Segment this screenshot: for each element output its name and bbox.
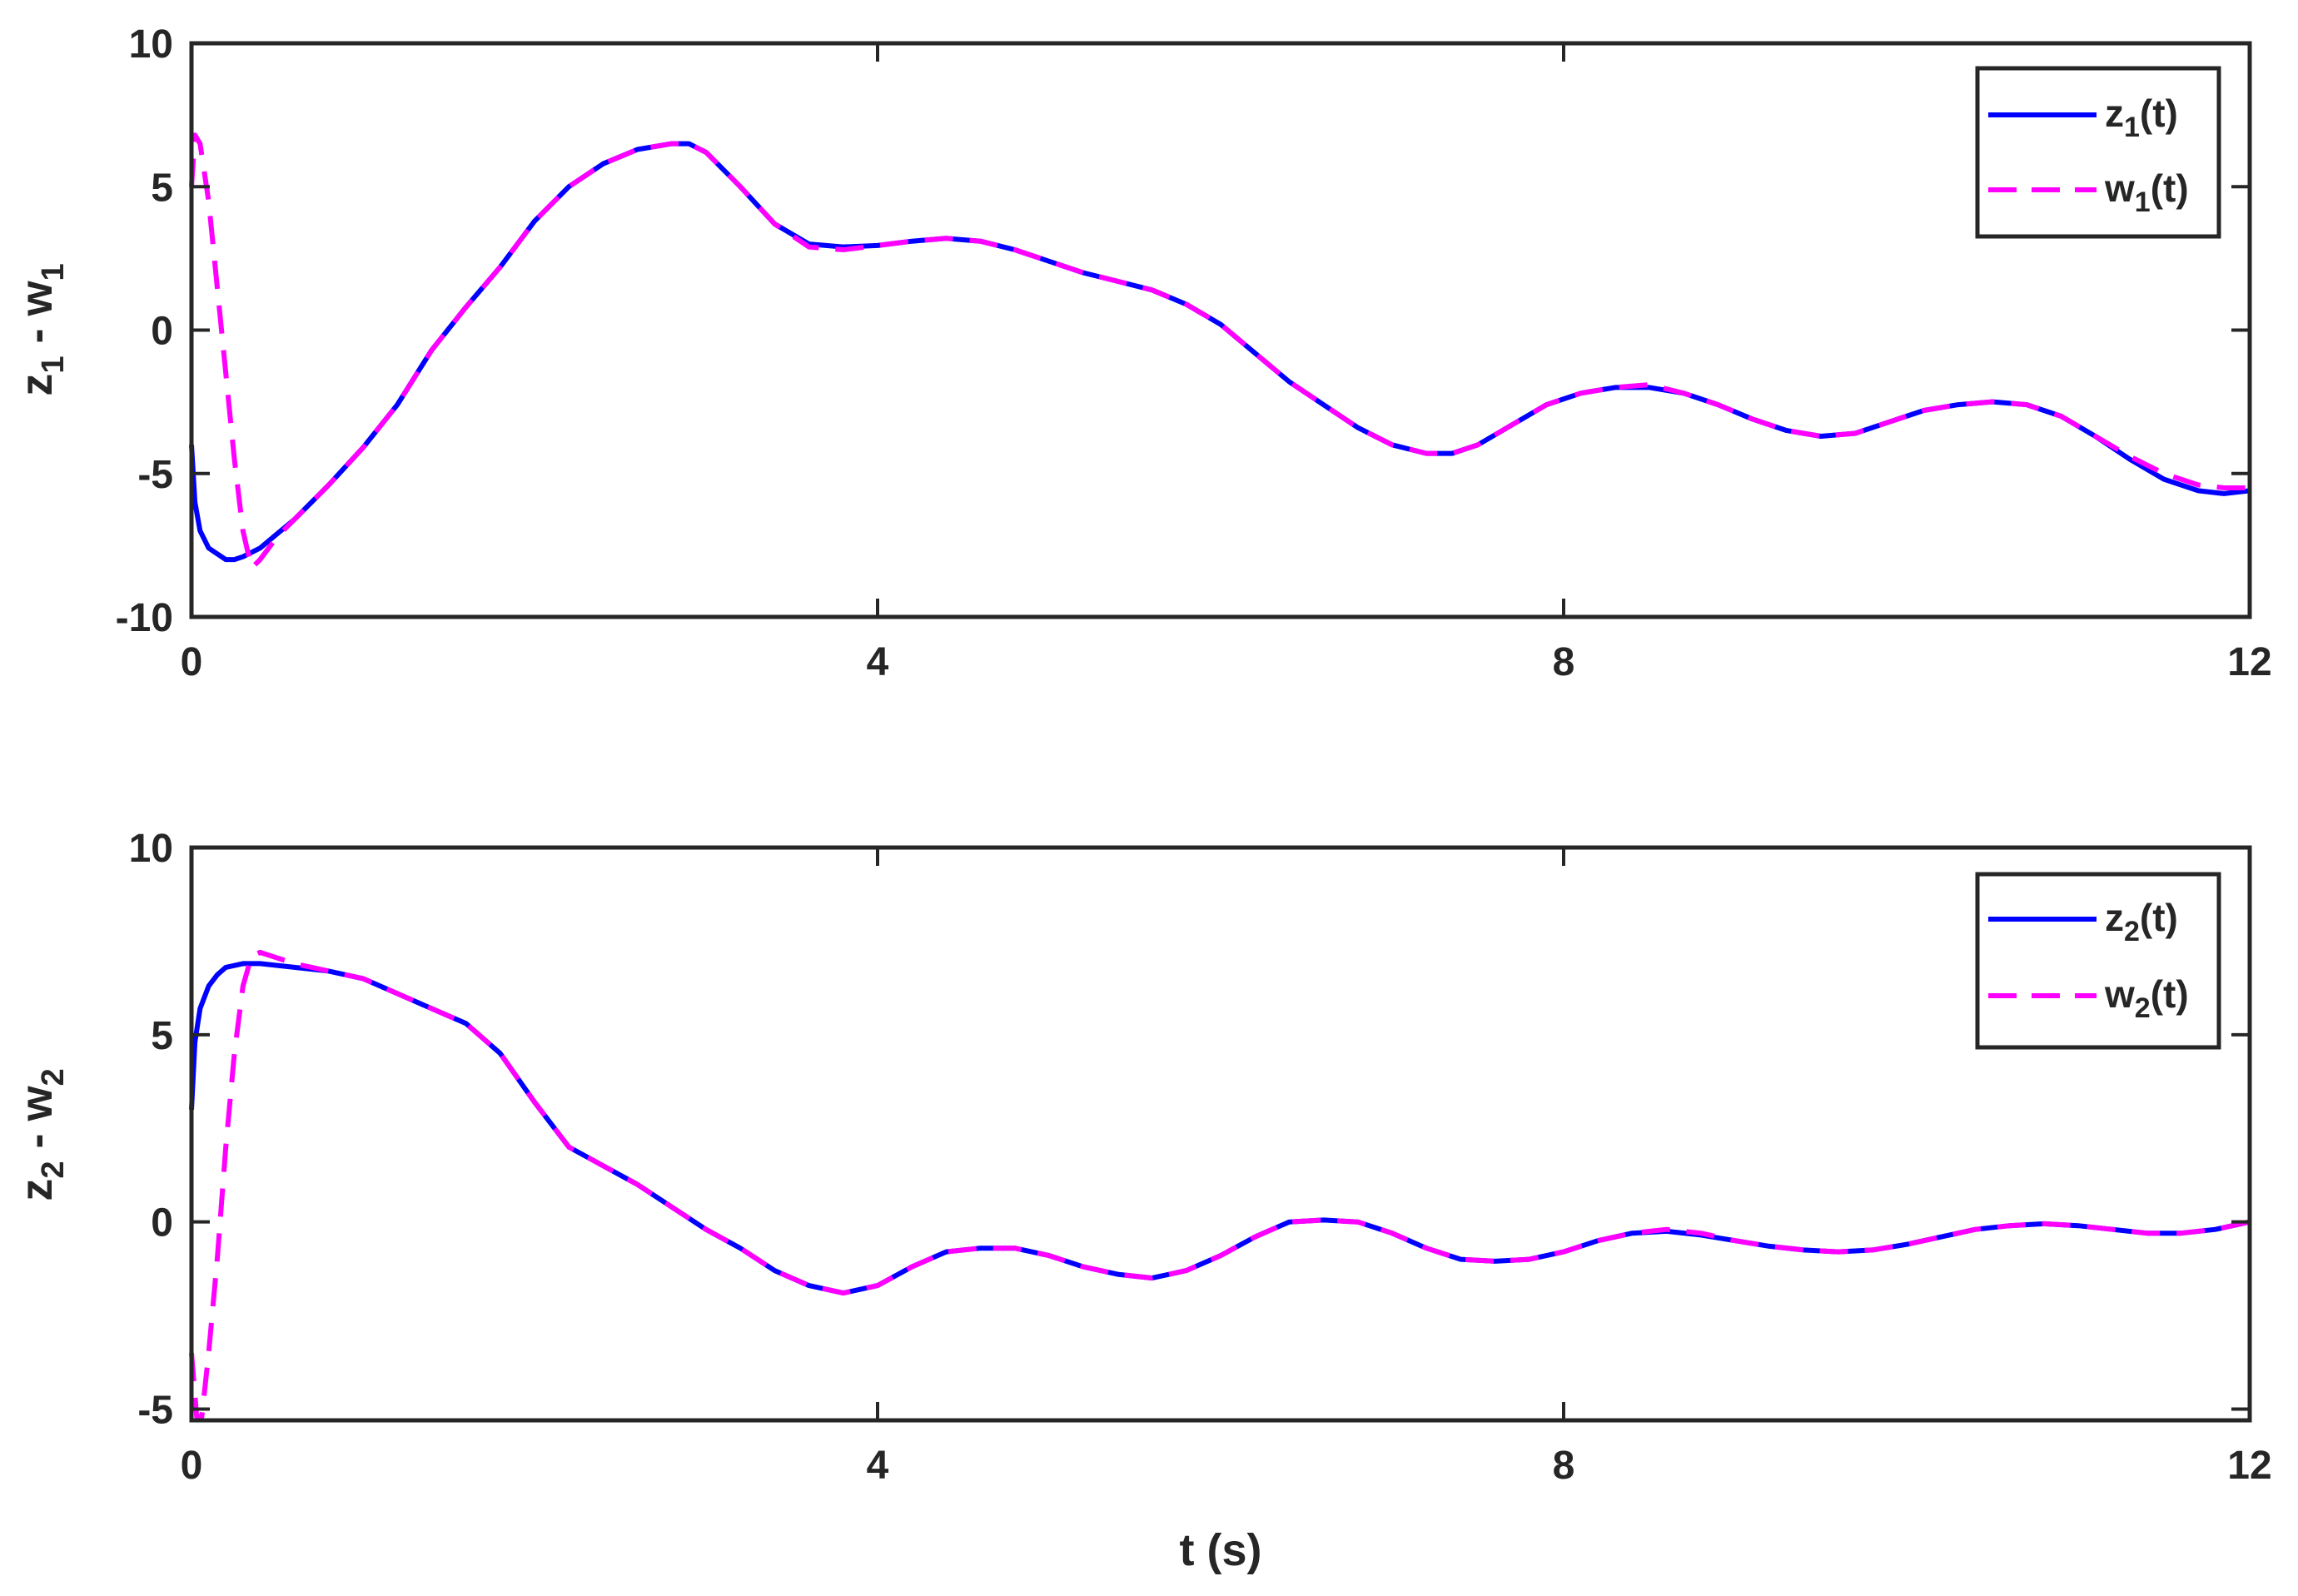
subplot-2-series-w2-line — [189, 949, 2251, 1419]
subplot-1-series-w1-line — [189, 132, 2250, 571]
subplot-1-ytick-label: -10 — [116, 596, 173, 640]
subplot-1-series — [189, 132, 2251, 571]
subplot-2-legend-w-label: w2(t) — [2104, 972, 2189, 1024]
shared-xlabel: t (s) — [1180, 1525, 1262, 1575]
subplot-1: 0 4 8 12 -10 -5 0 5 10 z1 - w1 z1(t) w1(t) — [12, 22, 2272, 684]
subplot-2-legend-box — [1975, 872, 2221, 1050]
subplot-2-legend: z2(t) w2(t) — [1975, 872, 2221, 1050]
subplot-2-ytick-label: 5 — [151, 1014, 173, 1058]
subplot-1-xtick-label: 8 — [1553, 640, 1575, 684]
subplot-1-legend-box — [1975, 66, 2221, 239]
subplot-2-xtick-label: 0 — [181, 1444, 203, 1488]
subplot-1-ytick-label: -5 — [137, 453, 173, 497]
subplot-2-ytick-label: 10 — [129, 827, 173, 871]
subplot-2-ytick-label: -5 — [137, 1389, 173, 1433]
subplot-2-xtick-label: 8 — [1553, 1444, 1575, 1488]
subplot-2-ylabel: z2 - w2 — [12, 1068, 71, 1201]
subplot-1-xtick-label: 4 — [867, 640, 889, 684]
subplot-2-series — [189, 949, 2251, 1419]
subplot-1-ytick-label: 5 — [151, 166, 173, 210]
subplot-1-legend-w-label: w1(t) — [2104, 167, 2189, 218]
subplot-2-axes-frame — [189, 845, 2252, 1423]
subplot-1-xtick-label: 12 — [2227, 640, 2271, 684]
subplot-1-ticks: 0 4 8 12 -10 -5 0 5 10 — [116, 22, 2272, 684]
subplot-1-ytick-label: 0 — [151, 310, 173, 354]
subplot-1-ytick-label: 10 — [129, 22, 173, 67]
subplot-1-xtick-label: 0 — [181, 640, 203, 684]
subplot-2-xtick-label: 4 — [867, 1444, 889, 1488]
subplot-1-legend-z-label: z1(t) — [2105, 92, 2178, 143]
subplot-1-ylabel: z1 - w1 — [12, 263, 71, 395]
subplot-1-legend: z1(t) w1(t) — [1975, 66, 2221, 239]
subplot-2-legend-z-label: z2(t) — [2105, 896, 2178, 947]
subplot-2-ytick-label: 0 — [151, 1201, 173, 1245]
subplot-2-xtick-label: 12 — [2227, 1444, 2271, 1488]
